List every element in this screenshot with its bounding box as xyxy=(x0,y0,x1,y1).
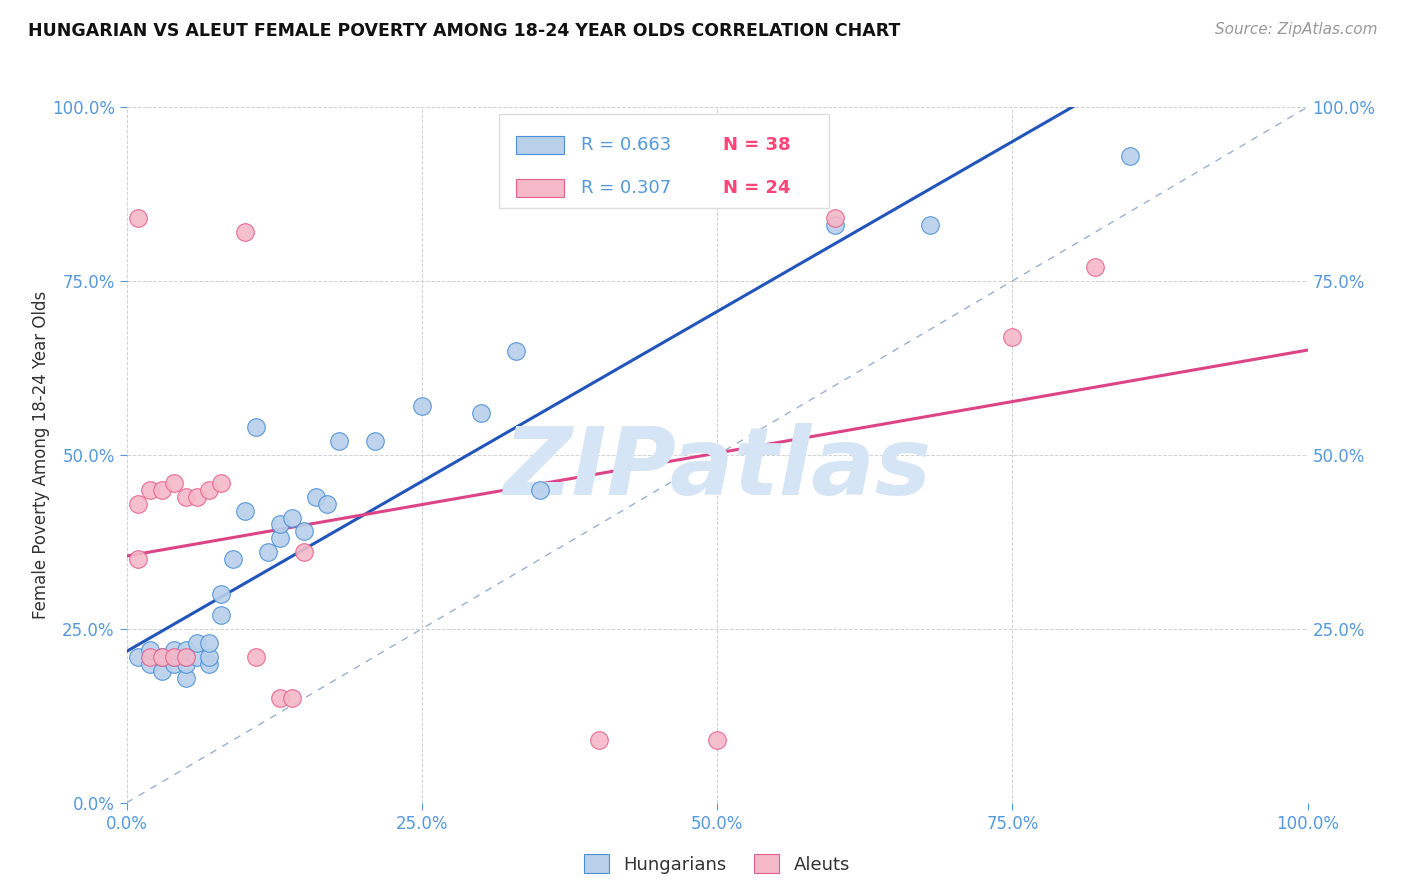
Point xyxy=(139,649,162,664)
Point xyxy=(127,552,149,566)
Point xyxy=(245,649,267,664)
Y-axis label: Female Poverty Among 18-24 Year Olds: Female Poverty Among 18-24 Year Olds xyxy=(31,291,49,619)
Point xyxy=(257,545,280,559)
Text: N = 24: N = 24 xyxy=(723,178,790,197)
Point xyxy=(245,420,267,434)
Point xyxy=(198,649,221,664)
Point xyxy=(163,475,186,490)
Point xyxy=(470,406,492,420)
Point xyxy=(1001,329,1024,343)
Point xyxy=(174,649,197,664)
Text: R = 0.663: R = 0.663 xyxy=(581,136,672,154)
Point xyxy=(269,517,291,532)
Bar xyxy=(499,114,830,208)
Point xyxy=(139,483,162,497)
Point xyxy=(316,497,339,511)
Point xyxy=(209,587,232,601)
Point xyxy=(411,399,433,413)
Point xyxy=(139,657,162,671)
Point xyxy=(150,649,173,664)
Point xyxy=(292,524,315,539)
Point xyxy=(186,636,208,650)
Point xyxy=(198,483,221,497)
Point xyxy=(824,211,846,226)
Point xyxy=(139,642,162,657)
Point xyxy=(328,434,350,448)
Point xyxy=(163,642,186,657)
Point xyxy=(186,649,208,664)
Point xyxy=(824,219,846,233)
Point xyxy=(304,490,326,504)
Point xyxy=(174,490,197,504)
Point xyxy=(363,434,385,448)
Point xyxy=(292,545,315,559)
Point xyxy=(281,691,304,706)
Point xyxy=(127,211,149,226)
Point xyxy=(174,657,197,671)
Point xyxy=(529,483,551,497)
Text: ZIPatlas: ZIPatlas xyxy=(503,423,931,515)
Point xyxy=(1119,149,1142,163)
Text: HUNGARIAN VS ALEUT FEMALE POVERTY AMONG 18-24 YEAR OLDS CORRELATION CHART: HUNGARIAN VS ALEUT FEMALE POVERTY AMONG … xyxy=(28,22,900,40)
Text: R = 0.307: R = 0.307 xyxy=(581,178,672,197)
Point xyxy=(222,552,245,566)
Point xyxy=(269,691,291,706)
Point xyxy=(1084,260,1107,274)
Legend: Hungarians, Aleuts: Hungarians, Aleuts xyxy=(583,855,851,874)
Point xyxy=(918,219,941,233)
Point xyxy=(706,733,728,747)
Point xyxy=(174,649,197,664)
Point xyxy=(505,343,527,358)
Point xyxy=(150,483,173,497)
Point xyxy=(127,497,149,511)
Point xyxy=(163,649,186,664)
Point xyxy=(209,607,232,622)
Point xyxy=(198,657,221,671)
Point xyxy=(150,664,173,678)
Point xyxy=(233,503,256,517)
Point xyxy=(281,510,304,524)
Point xyxy=(209,475,232,490)
Point xyxy=(588,733,610,747)
Text: Source: ZipAtlas.com: Source: ZipAtlas.com xyxy=(1215,22,1378,37)
Point xyxy=(174,642,197,657)
Point xyxy=(186,490,208,504)
Point xyxy=(198,636,221,650)
Point xyxy=(163,649,186,664)
Point xyxy=(163,657,186,671)
Bar xyxy=(516,178,564,196)
Point xyxy=(127,649,149,664)
Point xyxy=(150,649,173,664)
Point xyxy=(269,532,291,546)
Bar xyxy=(516,136,564,154)
Point xyxy=(233,225,256,239)
Text: N = 38: N = 38 xyxy=(723,136,790,154)
Point xyxy=(174,671,197,685)
